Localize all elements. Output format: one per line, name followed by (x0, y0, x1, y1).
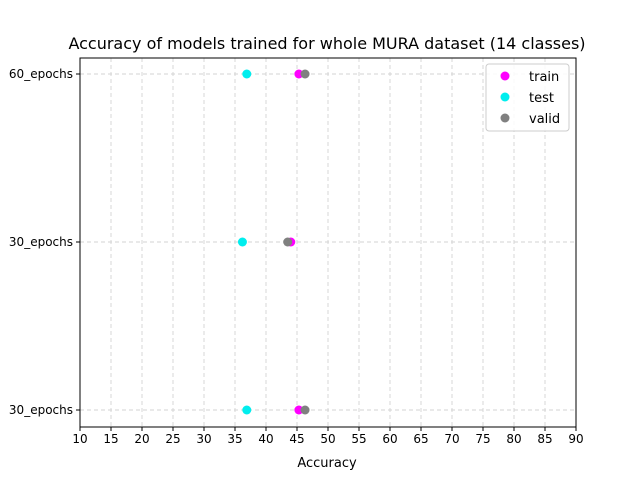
y-tick-label: 60_epochs (9, 67, 73, 81)
points-layer (237, 69, 310, 415)
legend-label-train: train (529, 70, 559, 85)
x-tick-label: 30 (196, 432, 211, 446)
legend-marker-valid (500, 113, 510, 123)
legend: train test valid (485, 63, 570, 132)
chart-title: Accuracy of models trained for whole MUR… (68, 34, 585, 53)
ticks-layer: 10 15 20 25 30 35 40 45 50 55 60 65 70 75 80 85 90 30_epo… (9, 67, 584, 446)
x-tick-label: 60 (382, 432, 397, 446)
x-tick-label: 45 (289, 432, 304, 446)
x-tick-label: 55 (351, 432, 366, 446)
data-point-test (237, 237, 247, 247)
x-tick-label: 15 (103, 432, 118, 446)
legend-label-valid: valid (529, 112, 560, 127)
x-tick-label: 70 (444, 432, 459, 446)
x-tick-label: 90 (568, 432, 583, 446)
data-point-test (242, 69, 252, 79)
x-tick-label: 20 (134, 432, 149, 446)
data-point-test (242, 405, 252, 415)
x-tick-label: 25 (165, 432, 180, 446)
y-tick-label: 30_epochs (9, 235, 73, 249)
data-point-valid (283, 237, 293, 247)
x-tick-label: 65 (413, 432, 428, 446)
data-point-train (294, 69, 304, 79)
legend-label-test: test (529, 91, 554, 106)
x-axis-label: Accuracy (297, 456, 357, 471)
x-tick-label: 85 (537, 432, 552, 446)
y-tick-label: 30_epochs (9, 403, 73, 417)
x-tick-label: 35 (227, 432, 242, 446)
x-tick-label: 75 (475, 432, 490, 446)
data-point-train (294, 405, 304, 415)
x-tick-label: 10 (72, 432, 87, 446)
x-tick-label: 80 (506, 432, 521, 446)
x-tick-label: 50 (320, 432, 335, 446)
data-point-valid (300, 405, 310, 415)
legend-marker-test (500, 92, 510, 102)
legend-marker-train (500, 71, 510, 81)
data-point-valid (300, 69, 310, 79)
x-tick-label: 40 (258, 432, 273, 446)
